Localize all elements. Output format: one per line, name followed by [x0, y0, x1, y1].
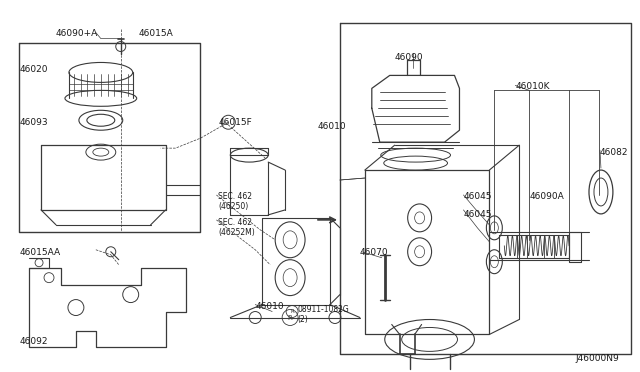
Text: R: R: [288, 314, 292, 321]
Text: 46093: 46093: [19, 118, 48, 127]
Text: 46090: 46090: [395, 52, 423, 61]
Text: 46020: 46020: [19, 65, 47, 74]
Text: 08911-1082G
(2): 08911-1082G (2): [297, 305, 349, 324]
Text: 46010: 46010: [255, 302, 284, 311]
Text: 46092: 46092: [19, 337, 47, 346]
Text: 46010K: 46010K: [515, 82, 550, 92]
Text: 46015A: 46015A: [139, 29, 173, 38]
Text: 46015F: 46015F: [218, 118, 252, 127]
Text: 46090+A: 46090+A: [56, 29, 98, 38]
Text: 46070: 46070: [360, 248, 388, 257]
Text: 46082: 46082: [600, 148, 628, 157]
Text: SEC. 462
(46252M): SEC. 462 (46252M): [218, 218, 255, 237]
Text: SEC. 462
(46250): SEC. 462 (46250): [218, 192, 252, 211]
Text: J46000N9: J46000N9: [575, 355, 619, 363]
Text: 46045: 46045: [463, 210, 492, 219]
Text: 46045: 46045: [463, 192, 492, 201]
Text: 46015AA: 46015AA: [19, 248, 60, 257]
Text: 46010: 46010: [318, 122, 347, 131]
Text: 46090A: 46090A: [529, 192, 564, 201]
Text: R: R: [290, 309, 294, 314]
